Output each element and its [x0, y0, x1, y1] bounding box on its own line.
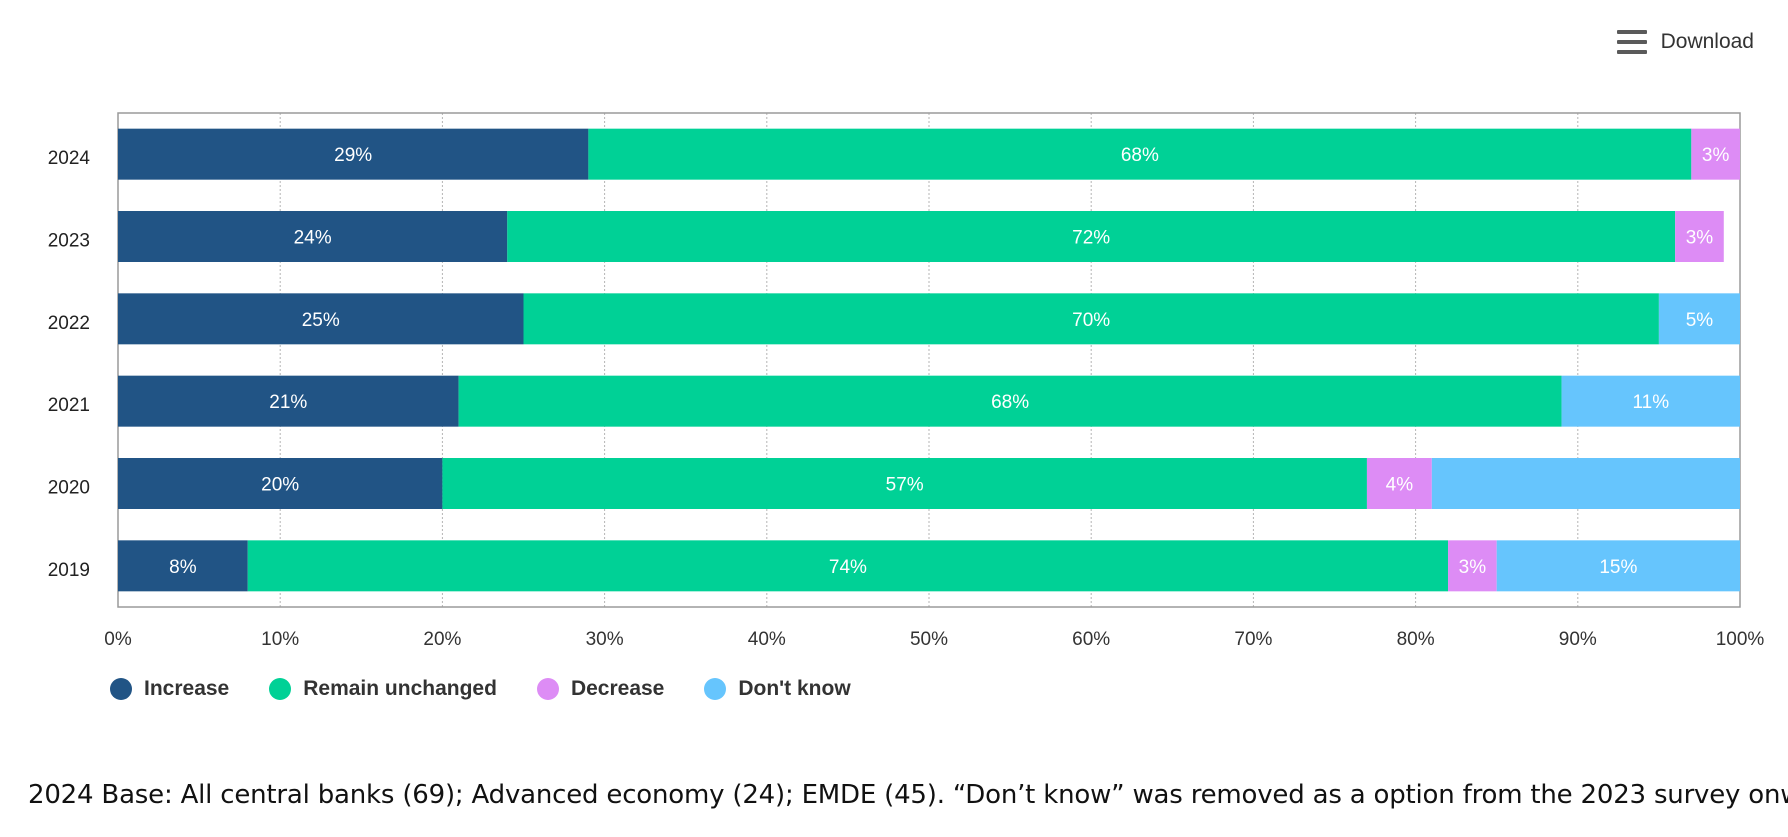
data-label: 11%: [1632, 392, 1669, 413]
x-tick-label: 100%: [1716, 629, 1765, 650]
legend: Increase Remain unchanged Decrease Don't…: [110, 677, 851, 701]
category-label: 2021: [48, 395, 90, 416]
bar-segment: [1366, 458, 1432, 509]
x-tick-label: 80%: [1397, 629, 1435, 650]
bar-segment: [442, 458, 1367, 509]
legend-marker: [536, 678, 559, 700]
bar-segment: [1448, 540, 1497, 592]
x-tick-label: 90%: [1559, 629, 1597, 650]
data-label: 4%: [1386, 475, 1414, 496]
category-label: 2024: [48, 148, 91, 169]
bar-segment: [1561, 375, 1740, 427]
bar-segment: [118, 211, 508, 262]
data-label: 3%: [1702, 145, 1730, 166]
bar-segment: [588, 128, 1692, 180]
legend-label: Increase: [144, 677, 230, 700]
bar-segment: [507, 211, 1676, 262]
category-label: 2020: [48, 478, 90, 499]
x-tick-label: 20%: [423, 629, 461, 650]
data-label: 21%: [269, 392, 307, 413]
legend-label: Remain unchanged: [303, 677, 497, 700]
stacked-bar-chart: 29% 68% 3% 2024 24% 72% 3% 2023 25% 70% 5% 2022 21% 6…: [48, 112, 1765, 650]
bar-segment: [458, 375, 1562, 427]
data-label: 5%: [1686, 310, 1714, 331]
x-tick-label: 40%: [748, 629, 786, 650]
legend-marker: [704, 678, 727, 700]
download-button[interactable]: Download: [1616, 30, 1754, 54]
category-label: 2022: [48, 313, 90, 334]
data-label: 57%: [886, 475, 924, 496]
bar-segment: [247, 540, 1449, 592]
bar-segment: [118, 540, 248, 592]
legend-marker: [269, 678, 292, 700]
data-label: 15%: [1599, 557, 1637, 578]
data-label: 70%: [1072, 310, 1110, 331]
data-label: 24%: [294, 228, 332, 249]
data-label: 25%: [302, 310, 340, 331]
bar-segment: [118, 458, 443, 509]
hamburger-icon: [1616, 30, 1647, 54]
legend-label: Don't know: [738, 677, 851, 700]
bar-segment: [523, 293, 1659, 345]
data-label: 72%: [1072, 228, 1110, 249]
bar-segment: [1675, 211, 1724, 262]
legend-label: Decrease: [570, 677, 665, 700]
bar-segment: [118, 128, 589, 180]
bar-segment: [1431, 458, 1740, 509]
bar-segment: [118, 375, 459, 427]
bar-segment: [1691, 128, 1740, 180]
data-label: 68%: [1121, 145, 1159, 166]
download-label: Download: [1660, 30, 1754, 53]
category-label: 2019: [48, 560, 90, 581]
legend-item-remain-unchanged[interactable]: Remain unchanged: [269, 677, 497, 701]
footnote: 2024 Base: All central banks (69); Advan…: [28, 780, 1788, 810]
data-label: 3%: [1459, 557, 1487, 578]
plot-frame: [117, 112, 1741, 608]
legend-marker: [110, 678, 132, 700]
x-tick-label: 60%: [1072, 629, 1110, 650]
x-tick-label: 70%: [1234, 629, 1272, 650]
bar-segment: [1496, 540, 1740, 592]
data-label: 3%: [1686, 228, 1714, 249]
data-label: 29%: [334, 145, 372, 166]
x-tick-label: 30%: [586, 629, 624, 650]
x-tick-label: 10%: [261, 629, 299, 650]
x-tick-label: 50%: [910, 629, 948, 650]
data-label: 20%: [261, 475, 299, 496]
bar-segment: [118, 293, 524, 345]
legend-item-increase[interactable]: Increase: [110, 677, 229, 701]
category-label: 2023: [48, 231, 90, 252]
x-tick-label: 0%: [104, 629, 132, 650]
legend-item-dont-know[interactable]: Don't know: [704, 677, 851, 701]
data-label: 8%: [169, 557, 197, 578]
legend-item-decrease[interactable]: Decrease: [536, 677, 665, 701]
bar-segment: [1658, 293, 1740, 345]
data-label: 68%: [991, 392, 1029, 413]
data-label: 74%: [829, 557, 867, 578]
